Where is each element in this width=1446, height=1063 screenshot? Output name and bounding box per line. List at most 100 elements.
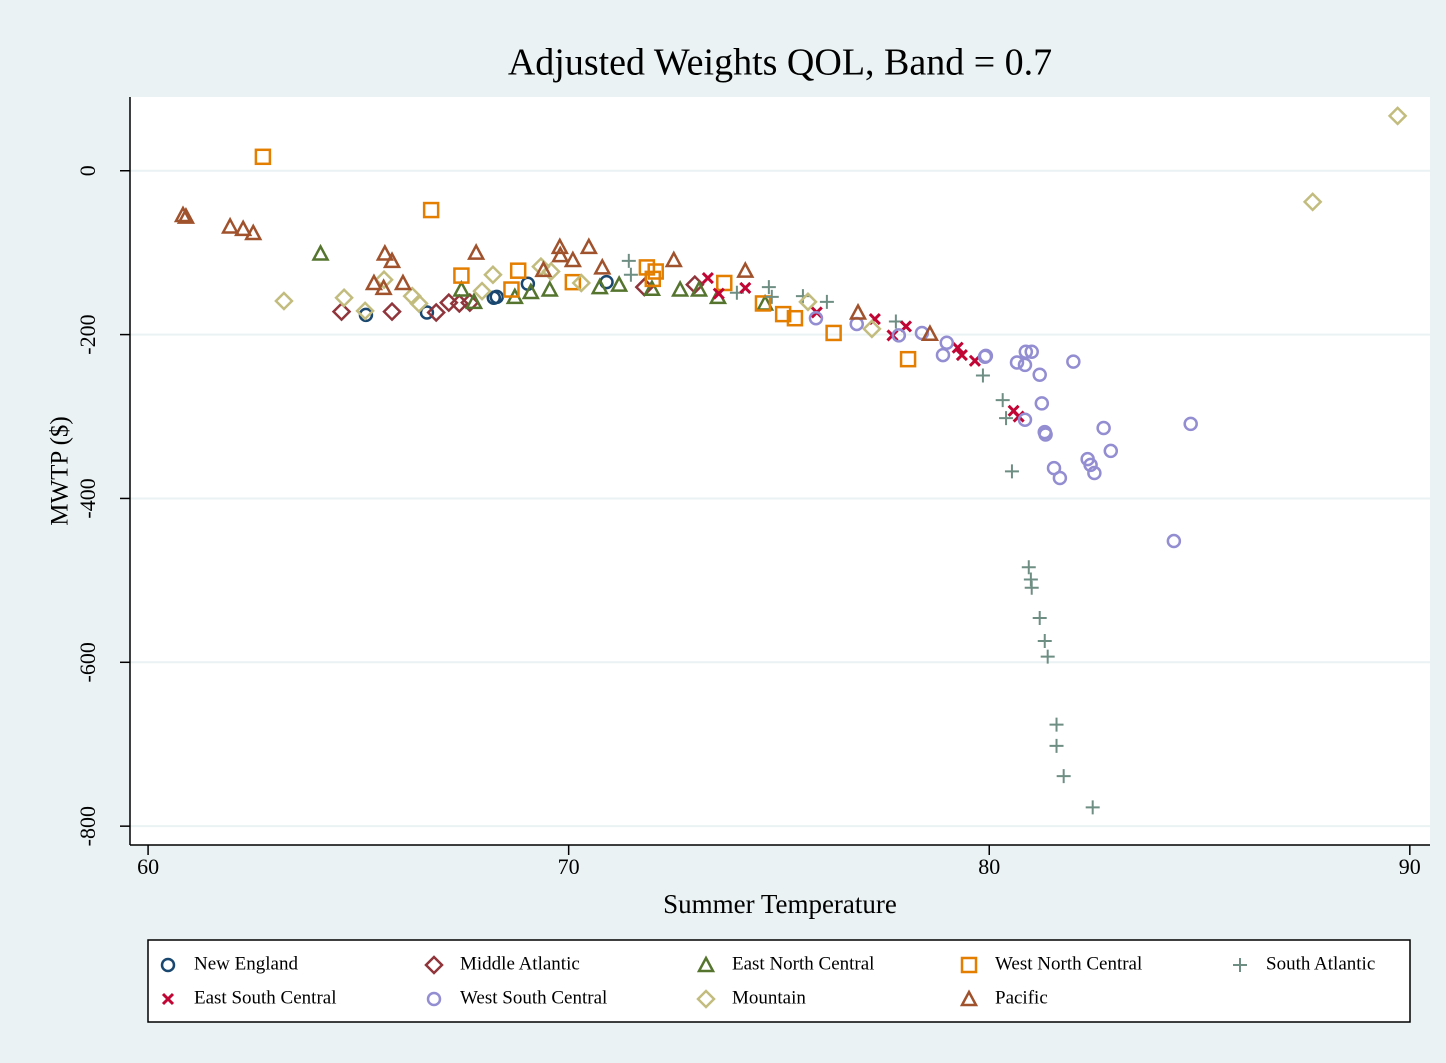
point	[1085, 800, 1100, 815]
point	[1038, 427, 1053, 442]
legend-label: Pacific	[995, 987, 1048, 1008]
point	[374, 278, 393, 296]
point	[701, 271, 714, 285]
point	[862, 319, 882, 339]
point	[935, 347, 951, 363]
point	[452, 279, 471, 297]
point	[1037, 634, 1052, 648]
y-tick-label: -400	[75, 478, 100, 518]
point	[355, 301, 375, 321]
point	[644, 270, 662, 288]
point	[590, 277, 609, 295]
chart-title: Adjusted Weights QOL, Band = 0.7	[508, 42, 1052, 84]
legend-label: South Atlantic	[1266, 953, 1375, 974]
point	[1004, 464, 1019, 479]
legend-box	[147, 939, 1411, 1023]
point	[621, 253, 636, 268]
point	[521, 282, 540, 300]
point	[1066, 354, 1081, 369]
point	[1183, 416, 1198, 432]
point	[1056, 769, 1071, 784]
legend-label: West South Central	[460, 987, 607, 1008]
legend-marker	[161, 992, 175, 1006]
point	[808, 310, 824, 326]
legend-marker	[1233, 958, 1247, 972]
x-axis-label: Summer Temperature	[663, 889, 897, 919]
point	[409, 293, 429, 314]
point	[221, 216, 240, 234]
point	[1096, 420, 1111, 436]
legend-label: West North Central	[995, 953, 1142, 974]
point	[1034, 396, 1050, 411]
point	[467, 243, 486, 260]
point	[939, 335, 955, 351]
point	[382, 251, 402, 269]
point	[1052, 470, 1068, 486]
point	[1024, 580, 1039, 595]
point	[1032, 611, 1047, 626]
point	[736, 261, 755, 278]
point	[254, 148, 272, 166]
legend-label: East South Central	[194, 987, 336, 1008]
point	[888, 314, 903, 329]
point	[712, 287, 725, 300]
x-tick-label: 90	[1399, 854, 1421, 879]
point	[334, 287, 354, 308]
y-axis-label: MWTP ($)	[47, 416, 74, 525]
plot-area	[130, 97, 1430, 845]
point	[1021, 560, 1036, 575]
point	[531, 256, 551, 277]
point	[955, 349, 968, 362]
legend-marker	[696, 955, 716, 973]
point	[234, 219, 253, 237]
point	[393, 273, 413, 291]
point	[642, 279, 662, 296]
point	[374, 269, 394, 290]
y-tick-label: -200	[75, 314, 100, 354]
legend-marker	[960, 956, 978, 974]
point	[1083, 457, 1098, 473]
point	[610, 274, 629, 292]
point	[1387, 106, 1408, 126]
point	[375, 243, 394, 261]
point	[891, 328, 907, 343]
point	[977, 349, 993, 364]
legend-marker	[426, 991, 442, 1007]
point	[331, 301, 352, 322]
point	[1103, 443, 1119, 459]
point	[1166, 533, 1182, 549]
point	[920, 324, 940, 342]
point	[364, 273, 384, 291]
point	[819, 294, 834, 309]
x-tick-label: 70	[558, 854, 580, 879]
point	[1049, 717, 1064, 732]
point	[274, 291, 294, 311]
legend-marker	[160, 957, 176, 973]
point	[664, 250, 683, 268]
y-tick-label: 0	[75, 165, 100, 176]
point	[899, 350, 917, 368]
point	[244, 223, 263, 241]
y-tick-label: -800	[75, 806, 100, 846]
point	[951, 341, 964, 354]
point	[786, 309, 804, 327]
point	[1087, 465, 1102, 481]
x-tick-label: 60	[137, 854, 159, 879]
point	[382, 301, 402, 322]
point	[551, 245, 570, 263]
point	[623, 267, 638, 282]
point	[1032, 367, 1047, 382]
point	[460, 292, 480, 313]
point	[1018, 344, 1034, 360]
point	[774, 305, 792, 323]
legend-marker	[424, 955, 444, 975]
point	[825, 324, 842, 342]
point	[689, 279, 709, 297]
point	[563, 250, 582, 268]
point	[483, 265, 503, 285]
point	[311, 243, 330, 261]
point	[503, 281, 520, 298]
point	[1302, 192, 1323, 212]
point	[422, 201, 440, 219]
